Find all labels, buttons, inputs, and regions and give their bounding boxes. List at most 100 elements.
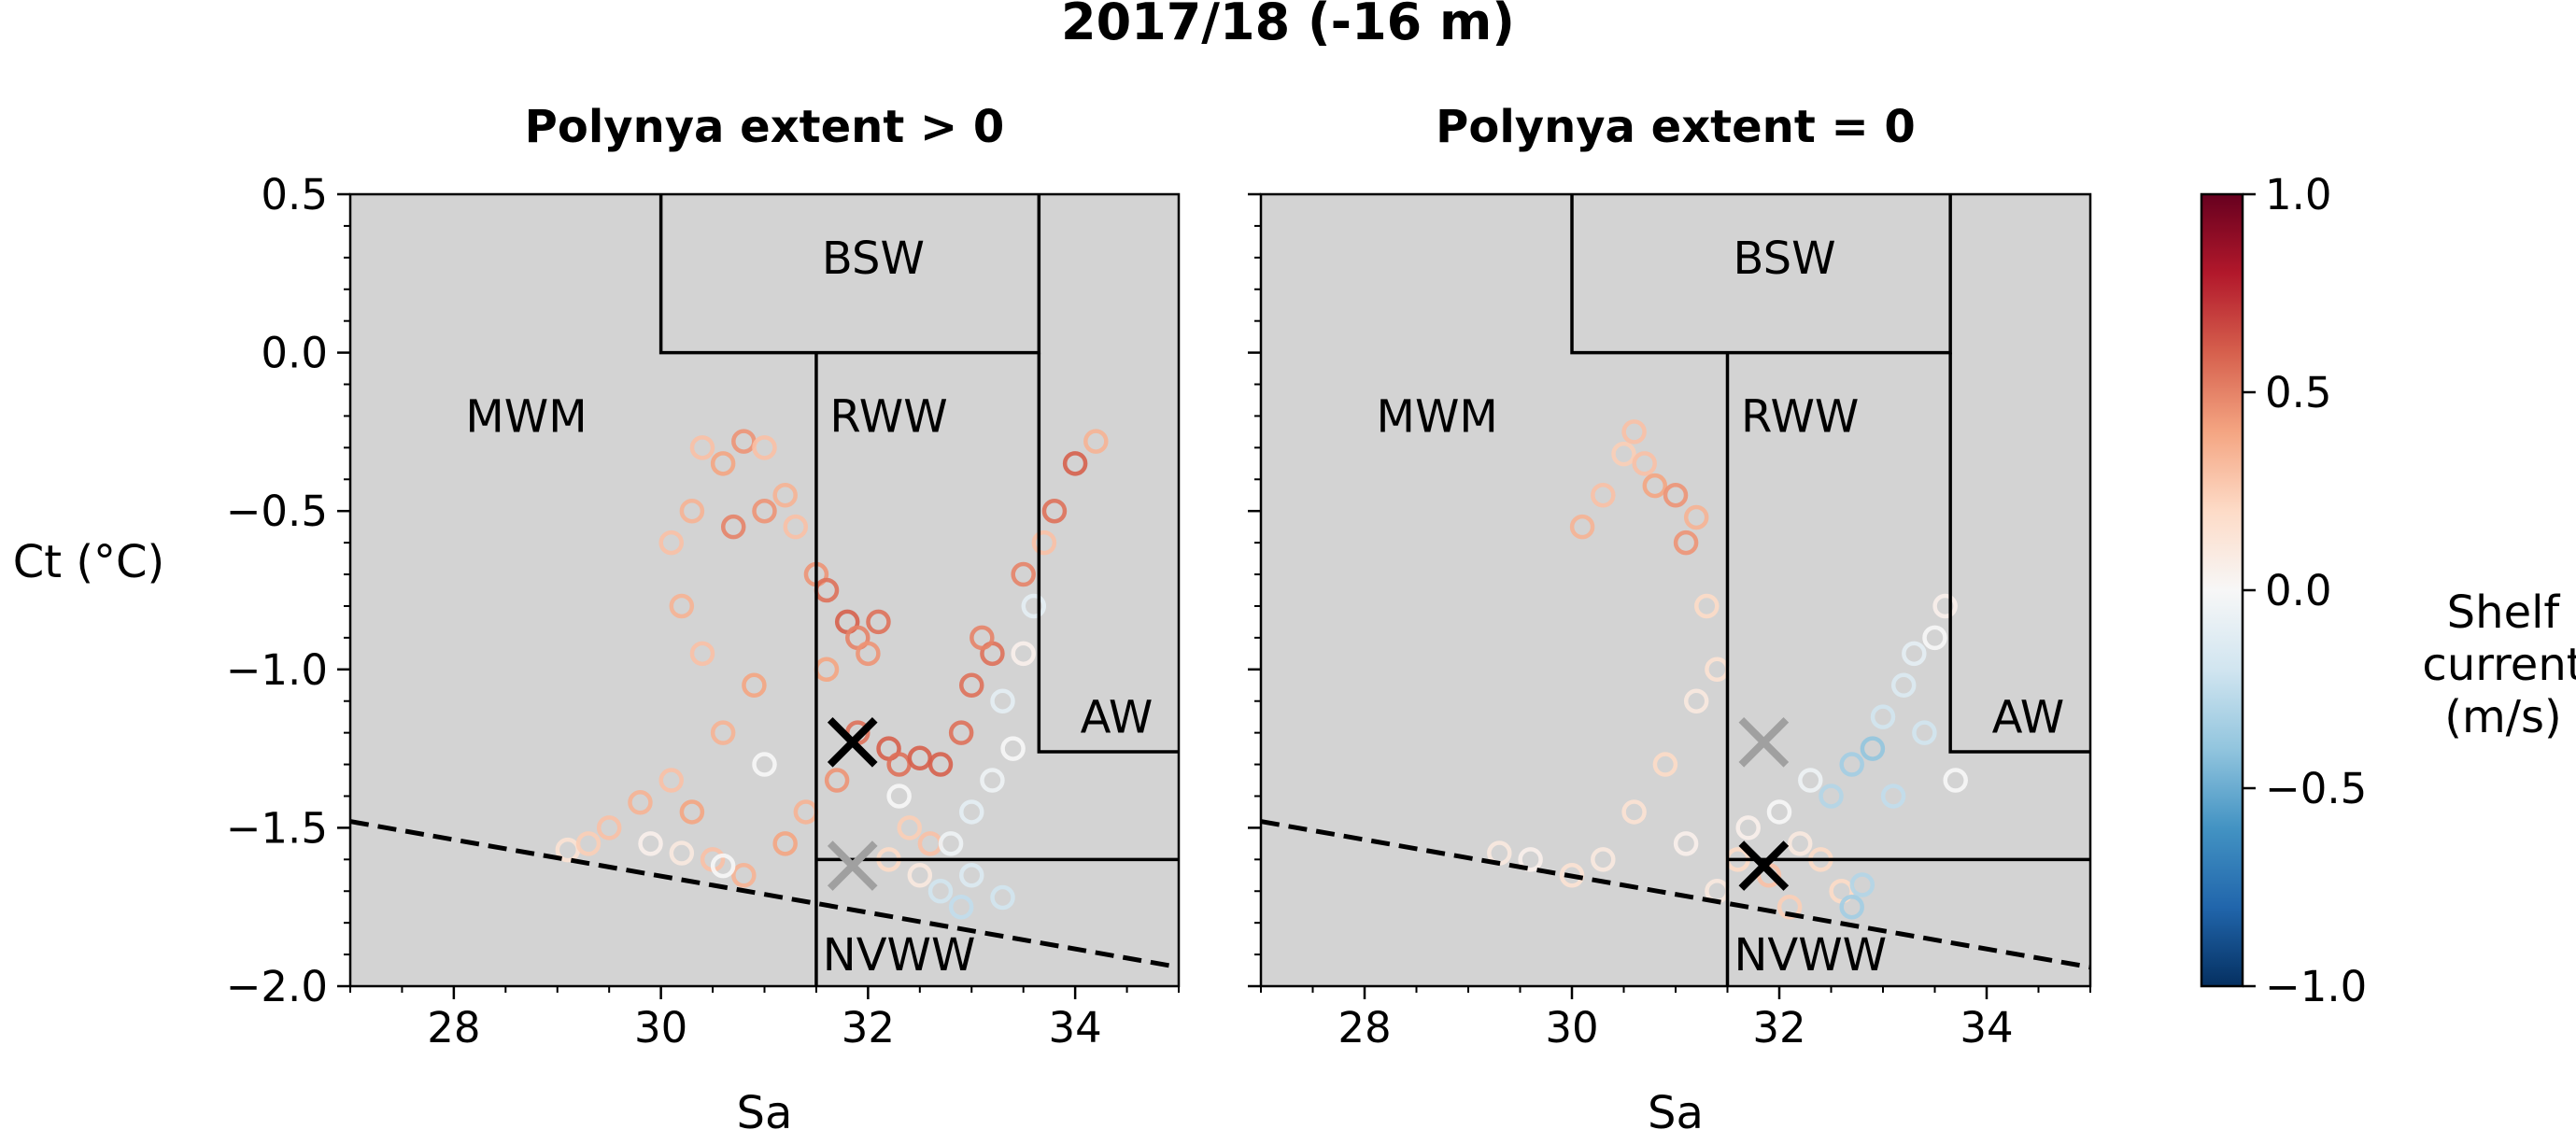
- scatter-point: [1849, 872, 1875, 897]
- scatter-point: [856, 641, 881, 667]
- region-label-rww: RWW: [829, 390, 947, 443]
- scatter-point: [1683, 688, 1709, 713]
- scatter-point: [938, 831, 964, 856]
- x-axis-label: Sa: [737, 1087, 793, 1139]
- region-label-rww: RWW: [1741, 390, 1859, 443]
- panels: BSW MWM RWW AW NVWW 28 30 32 34 0.5 0.0 −0.5 −1.0 −1.…: [13, 101, 2092, 1139]
- x-marker-gray: [827, 840, 878, 891]
- scatter-point: [1011, 561, 1036, 587]
- region-label-bsw: BSW: [822, 233, 925, 285]
- colorbar-tick-label: −0.5: [2265, 764, 2367, 813]
- scatter-point: [1011, 641, 1036, 667]
- scatter-point: [1621, 799, 1647, 825]
- scatter-point: [1083, 429, 1109, 454]
- scatter-point: [1943, 768, 1968, 793]
- scatter-point: [1819, 784, 1844, 809]
- scatter-point: [1870, 704, 1896, 729]
- scatter-point: [1031, 530, 1057, 556]
- region-label-nvww: NVWW: [823, 929, 976, 982]
- colorbar-label: current: [2422, 639, 2576, 691]
- region-label-aw: AW: [1081, 692, 1154, 744]
- x-tick-label: 30: [1545, 1003, 1598, 1052]
- scatter-point: [783, 514, 809, 540]
- x-tick-label: 32: [1752, 1003, 1805, 1052]
- region-label-mwm: MWM: [465, 390, 587, 443]
- scatter-point: [1798, 768, 1823, 793]
- x-tick-label: 28: [1338, 1003, 1391, 1052]
- scatter-point: [1518, 847, 1543, 872]
- scatter-point: [1062, 451, 1088, 476]
- y-tick-label: −1.0: [226, 645, 328, 695]
- scatter-point: [710, 853, 736, 879]
- scatter-point: [927, 752, 954, 777]
- scatter-point: [907, 863, 933, 888]
- scatter-point: [1000, 736, 1026, 761]
- colorbar-tick-label: 0.5: [2265, 368, 2332, 417]
- scatter-point: [710, 451, 736, 476]
- scatter-point: [1922, 625, 1947, 651]
- scatter-point: [1559, 863, 1585, 888]
- x-tick-label: 32: [842, 1003, 895, 1052]
- region-label-aw: AW: [1992, 692, 2065, 744]
- colorbar-tick-label: 0.0: [2265, 566, 2332, 615]
- scatter-point: [742, 672, 767, 699]
- scatter-point: [1621, 419, 1647, 445]
- scatter-point: [731, 863, 757, 888]
- scatter-point: [1673, 530, 1699, 556]
- scatter-point: [1912, 720, 1937, 745]
- region-label-nvww: NVWW: [1734, 929, 1887, 982]
- scatter-point: [628, 790, 653, 815]
- region-label-bsw: BSW: [1734, 233, 1836, 285]
- y-axis-label: Ct (°C): [13, 536, 165, 588]
- scatter-point: [1839, 752, 1864, 777]
- scatter-point: [1611, 441, 1636, 467]
- plot-content: [1261, 194, 2090, 986]
- scatter-point: [1673, 831, 1699, 856]
- x-marker-gray: [1738, 716, 1790, 768]
- x-tick-label: 28: [427, 1003, 480, 1052]
- scatter-point: [658, 530, 684, 556]
- scatter-point: [959, 672, 984, 699]
- scatter-point: [689, 435, 715, 460]
- scatter-point: [980, 768, 1005, 793]
- y-tick-label: 0.0: [261, 329, 328, 378]
- x-marker-black: [827, 716, 878, 768]
- scatter-point: [679, 498, 705, 524]
- scatter-point: [1880, 784, 1906, 809]
- region-boundary: [1570, 194, 1952, 355]
- panel-title: Polynya extent > 0: [525, 101, 1005, 153]
- plot-content: [350, 194, 1179, 986]
- scatter-point: [1787, 831, 1813, 856]
- x-axis-label: Sa: [1648, 1087, 1704, 1139]
- scatter-point: [669, 593, 695, 619]
- scatter-point: [1663, 482, 1689, 508]
- scatter-point: [959, 863, 984, 888]
- y-tick-label: 0.5: [261, 170, 328, 219]
- scatter-point: [1642, 473, 1668, 499]
- panel-title: Polynya extent = 0: [1436, 101, 1916, 153]
- y-tick-label: −1.5: [226, 803, 328, 853]
- scatter-point: [1632, 451, 1657, 476]
- scatter-point: [948, 720, 974, 745]
- x-tick-label: 34: [1048, 1003, 1101, 1052]
- figure-title: 2017/18 (-16 m): [1061, 0, 1515, 51]
- region-boundary: [658, 194, 1041, 355]
- scatter-point: [1652, 752, 1678, 777]
- y-tick-label: −0.5: [226, 487, 328, 536]
- scatter-point: [658, 768, 684, 793]
- scatter-point: [1860, 736, 1886, 761]
- scatter-point: [752, 752, 777, 777]
- x-tick-label: 30: [634, 1003, 687, 1052]
- freezing-line: [1261, 819, 2090, 970]
- scatter-point: [1766, 799, 1792, 825]
- scatter-point: [897, 815, 922, 840]
- scatter-point: [752, 435, 777, 460]
- scatter-point: [710, 720, 736, 745]
- scatter-point: [866, 609, 891, 635]
- x-marker-black: [1738, 840, 1790, 891]
- scatter-point: [1735, 815, 1761, 840]
- colorbar-bar: [2200, 192, 2244, 988]
- scatter-point: [970, 625, 995, 651]
